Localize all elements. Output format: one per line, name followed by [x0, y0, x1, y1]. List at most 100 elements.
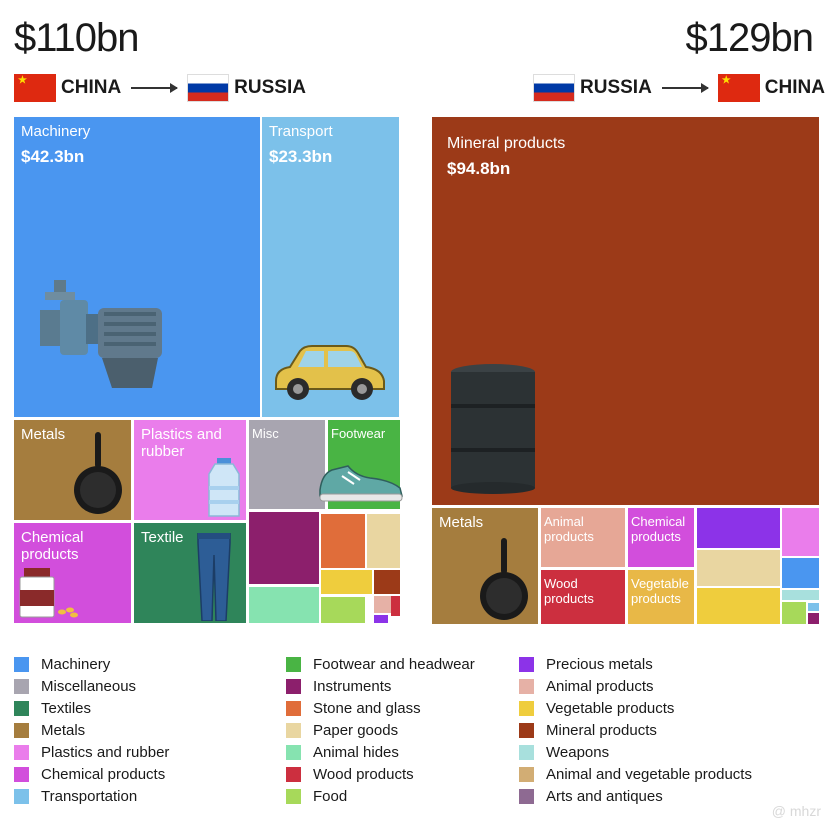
legend-label: Paper goods — [313, 722, 399, 739]
treemap-cell-machinery — [782, 558, 819, 588]
water-pump-icon — [40, 280, 162, 388]
legend-item: Metals — [14, 722, 85, 739]
legend-swatch — [14, 767, 29, 782]
legend-swatch — [14, 679, 29, 694]
cell-label: Transport — [269, 123, 333, 140]
legend-label: Food — [313, 788, 348, 805]
frying-pan-icon — [480, 538, 528, 620]
legend-label: Textiles — [41, 700, 92, 717]
legend-label: Mineral products — [546, 722, 657, 739]
legend-item: Animal hides — [286, 744, 399, 761]
treemap-cell-weapons — [782, 590, 819, 600]
legend-swatch — [286, 767, 301, 782]
legend-label: Machinery — [41, 656, 111, 673]
legend-swatch — [519, 789, 534, 804]
origin-country: RUSSIA — [580, 77, 652, 98]
legend-label: Plastics and rubber — [41, 744, 170, 761]
legend-item: Food — [286, 788, 347, 805]
legend-swatch — [519, 767, 534, 782]
legend-item: Textiles — [14, 700, 91, 717]
legend-label: Footwear and headwear — [313, 656, 475, 673]
legend-item: Stone and glass — [286, 700, 421, 717]
legend-label: Animal hides — [313, 744, 399, 761]
russia-flag-icon — [533, 74, 575, 102]
cell-label: Metals — [439, 514, 484, 531]
treemap-cell-transportation — [808, 603, 819, 611]
legend-item: Footwear and headwear — [286, 656, 475, 673]
legend-item: Animal products — [519, 678, 654, 695]
cell-label: Chemical products — [631, 514, 686, 544]
treemap-cell-vegetable-products — [321, 570, 372, 594]
legend-item: Weapons — [519, 744, 609, 761]
origin-country: CHINA — [61, 77, 122, 98]
legend-swatch — [14, 789, 29, 804]
legend-swatch — [14, 723, 29, 738]
legend-item: Transportation — [14, 788, 137, 805]
legend-label: Animal products — [546, 678, 654, 695]
legend-swatch — [519, 701, 534, 716]
legend-item: Paper goods — [286, 722, 398, 739]
legend-swatch — [286, 679, 301, 694]
cell-label: Footwear — [331, 426, 386, 441]
legend-label: Weapons — [546, 744, 610, 761]
russia-to-china-flow: RUSSIA ★ CHINA — [533, 74, 825, 102]
legend-label: Stone and glass — [313, 700, 421, 717]
legend-swatch — [519, 723, 534, 738]
cell-label: Textile — [141, 529, 184, 546]
jeans-icon — [197, 533, 231, 621]
legend-item: Mineral products — [519, 722, 657, 739]
treemap-cell-animal-hides — [249, 587, 319, 623]
treemap-cell-animal-products: Animal products — [541, 508, 625, 567]
treemap-cell-chemical-products: Chemical products — [628, 508, 694, 567]
legend-swatch — [286, 723, 301, 738]
legend-item: Miscellaneous — [14, 678, 136, 695]
destination-country: RUSSIA — [234, 77, 306, 98]
legend-item: Arts and antiques — [519, 788, 663, 805]
legend-swatch — [14, 657, 29, 672]
cell-label: Machinery — [21, 123, 91, 140]
treemap-cell-food — [782, 602, 806, 624]
legend-swatch — [519, 657, 534, 672]
cell-label: Chemical products — [21, 529, 84, 563]
legend-item: Precious metals — [519, 656, 653, 673]
destination-country: CHINA — [764, 77, 825, 98]
treemap-cell-instruments — [808, 613, 819, 624]
china-flag-icon: ★ — [717, 74, 760, 102]
legend-item: Machinery — [14, 656, 110, 673]
treemap-cell-stone-and-glass — [321, 514, 365, 568]
russia-export-total: $129bn — [685, 16, 814, 60]
treemap-cell-vegetable-products: Vegetable products — [628, 570, 694, 624]
treemap-cell-food — [321, 597, 365, 623]
treemap-cell-plastics-and-rubber — [782, 508, 819, 556]
treemap-cell-mineral-products — [374, 570, 400, 594]
legend-swatch — [519, 679, 534, 694]
treemap-cell-wood-products: Wood products — [541, 570, 625, 624]
legend-item: Chemical products — [14, 766, 165, 783]
treemap-cell-precious-metals — [374, 615, 388, 623]
oil-barrel-icon — [451, 364, 535, 494]
legend-item: Vegetable products — [519, 700, 674, 717]
legend-item: Wood products — [286, 766, 414, 783]
cell-value: $23.3bn — [269, 147, 333, 166]
legend-swatch — [519, 745, 534, 760]
treemap-cell-paper-goods — [367, 514, 400, 568]
treemap-cell-miscellaneous: Misc — [249, 420, 325, 509]
legend-label: Instruments — [313, 678, 392, 695]
legend-label: Chemical products — [41, 766, 166, 783]
legend-swatch — [286, 745, 301, 760]
cell-label: Wood products — [544, 576, 594, 606]
legend-label: Arts and antiques — [546, 788, 663, 805]
legend-item: Instruments — [286, 678, 391, 695]
treemap-cell-precious-metals — [697, 508, 780, 548]
legend-label: Transportation — [41, 788, 138, 805]
arrow-right-icon — [131, 83, 179, 93]
legend-swatch — [14, 745, 29, 760]
russia-flag-icon — [187, 74, 230, 102]
medicine-bottle-icon — [19, 568, 78, 618]
legend-swatch — [286, 701, 301, 716]
legend-item: Plastics and rubber — [14, 744, 169, 761]
legend-label: Precious metals — [546, 656, 653, 673]
cell-label: Metals — [21, 426, 66, 443]
cell-label: Mineral products — [447, 135, 566, 152]
sneaker-icon — [319, 465, 403, 502]
